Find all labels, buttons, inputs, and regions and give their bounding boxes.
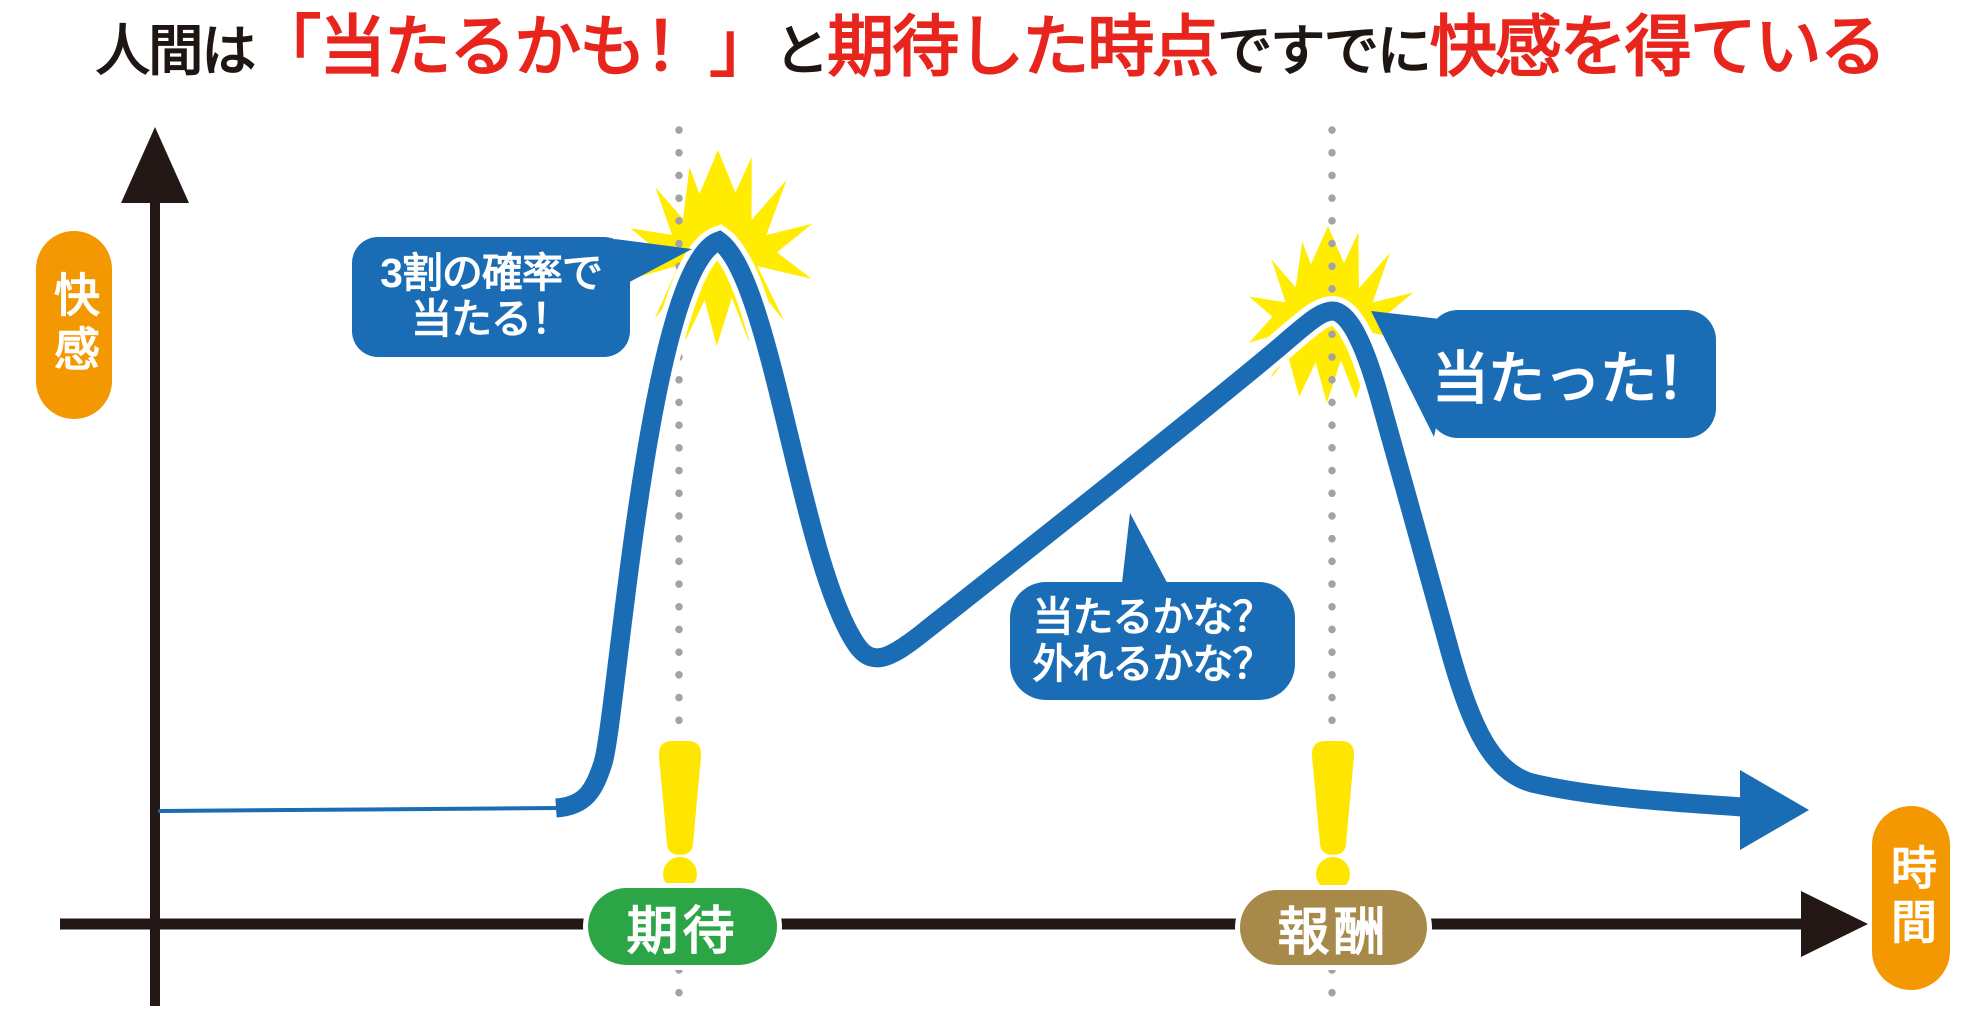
bubble-question-tail <box>1121 513 1171 592</box>
bubble-expect-tail <box>615 239 692 286</box>
pleasure-curve-start <box>158 806 562 813</box>
exclamation-icon <box>1309 738 1357 894</box>
speech-bubble-expectation: 3割の確率で 当たる！ <box>352 237 630 357</box>
title-segment: 期待した時点 <box>827 10 1219 85</box>
y-axis-arrowhead-icon <box>121 127 189 203</box>
title-segment: 人間は <box>95 20 256 82</box>
y-axis-label-pleasure: 快感 <box>36 231 112 419</box>
speech-bubble-question: 当たるかな？ 外れるかな？ <box>1010 582 1295 700</box>
title-segment: ですでに <box>1217 20 1432 82</box>
bubble-text-line: 外れるかな？ <box>1032 641 1274 687</box>
title-segment: と <box>774 20 829 82</box>
exclamation-bar <box>656 738 704 858</box>
page-title: 人間は「当たるかも！」と期待した時点ですでに快感を得ている <box>0 2 1980 112</box>
title-segment: 「当たるかも！」 <box>254 10 776 85</box>
reward-badge: 報酬 <box>1235 885 1432 970</box>
title-segment: 快感を得ている <box>1429 10 1887 85</box>
exclamation-icon <box>656 738 704 894</box>
pleasure-curve-arrowhead-icon <box>1740 770 1809 850</box>
expectation-badge: 期待 <box>583 883 782 970</box>
bubble-text-line: 当たるかな？ <box>1032 594 1274 641</box>
bubble-text-line: 3割の確率で <box>380 250 603 297</box>
pleasure-curve <box>554 230 1743 818</box>
speech-bubble-won: 当たった！ <box>1428 310 1716 438</box>
bubble-text-line: 当たる！ <box>411 296 572 342</box>
exclamation-bar <box>1309 738 1357 858</box>
x-axis-label-time: 時間 <box>1872 806 1950 990</box>
x-axis-arrowhead-icon <box>1801 891 1868 957</box>
bubble-text-line: 当たった！ <box>1432 347 1713 411</box>
